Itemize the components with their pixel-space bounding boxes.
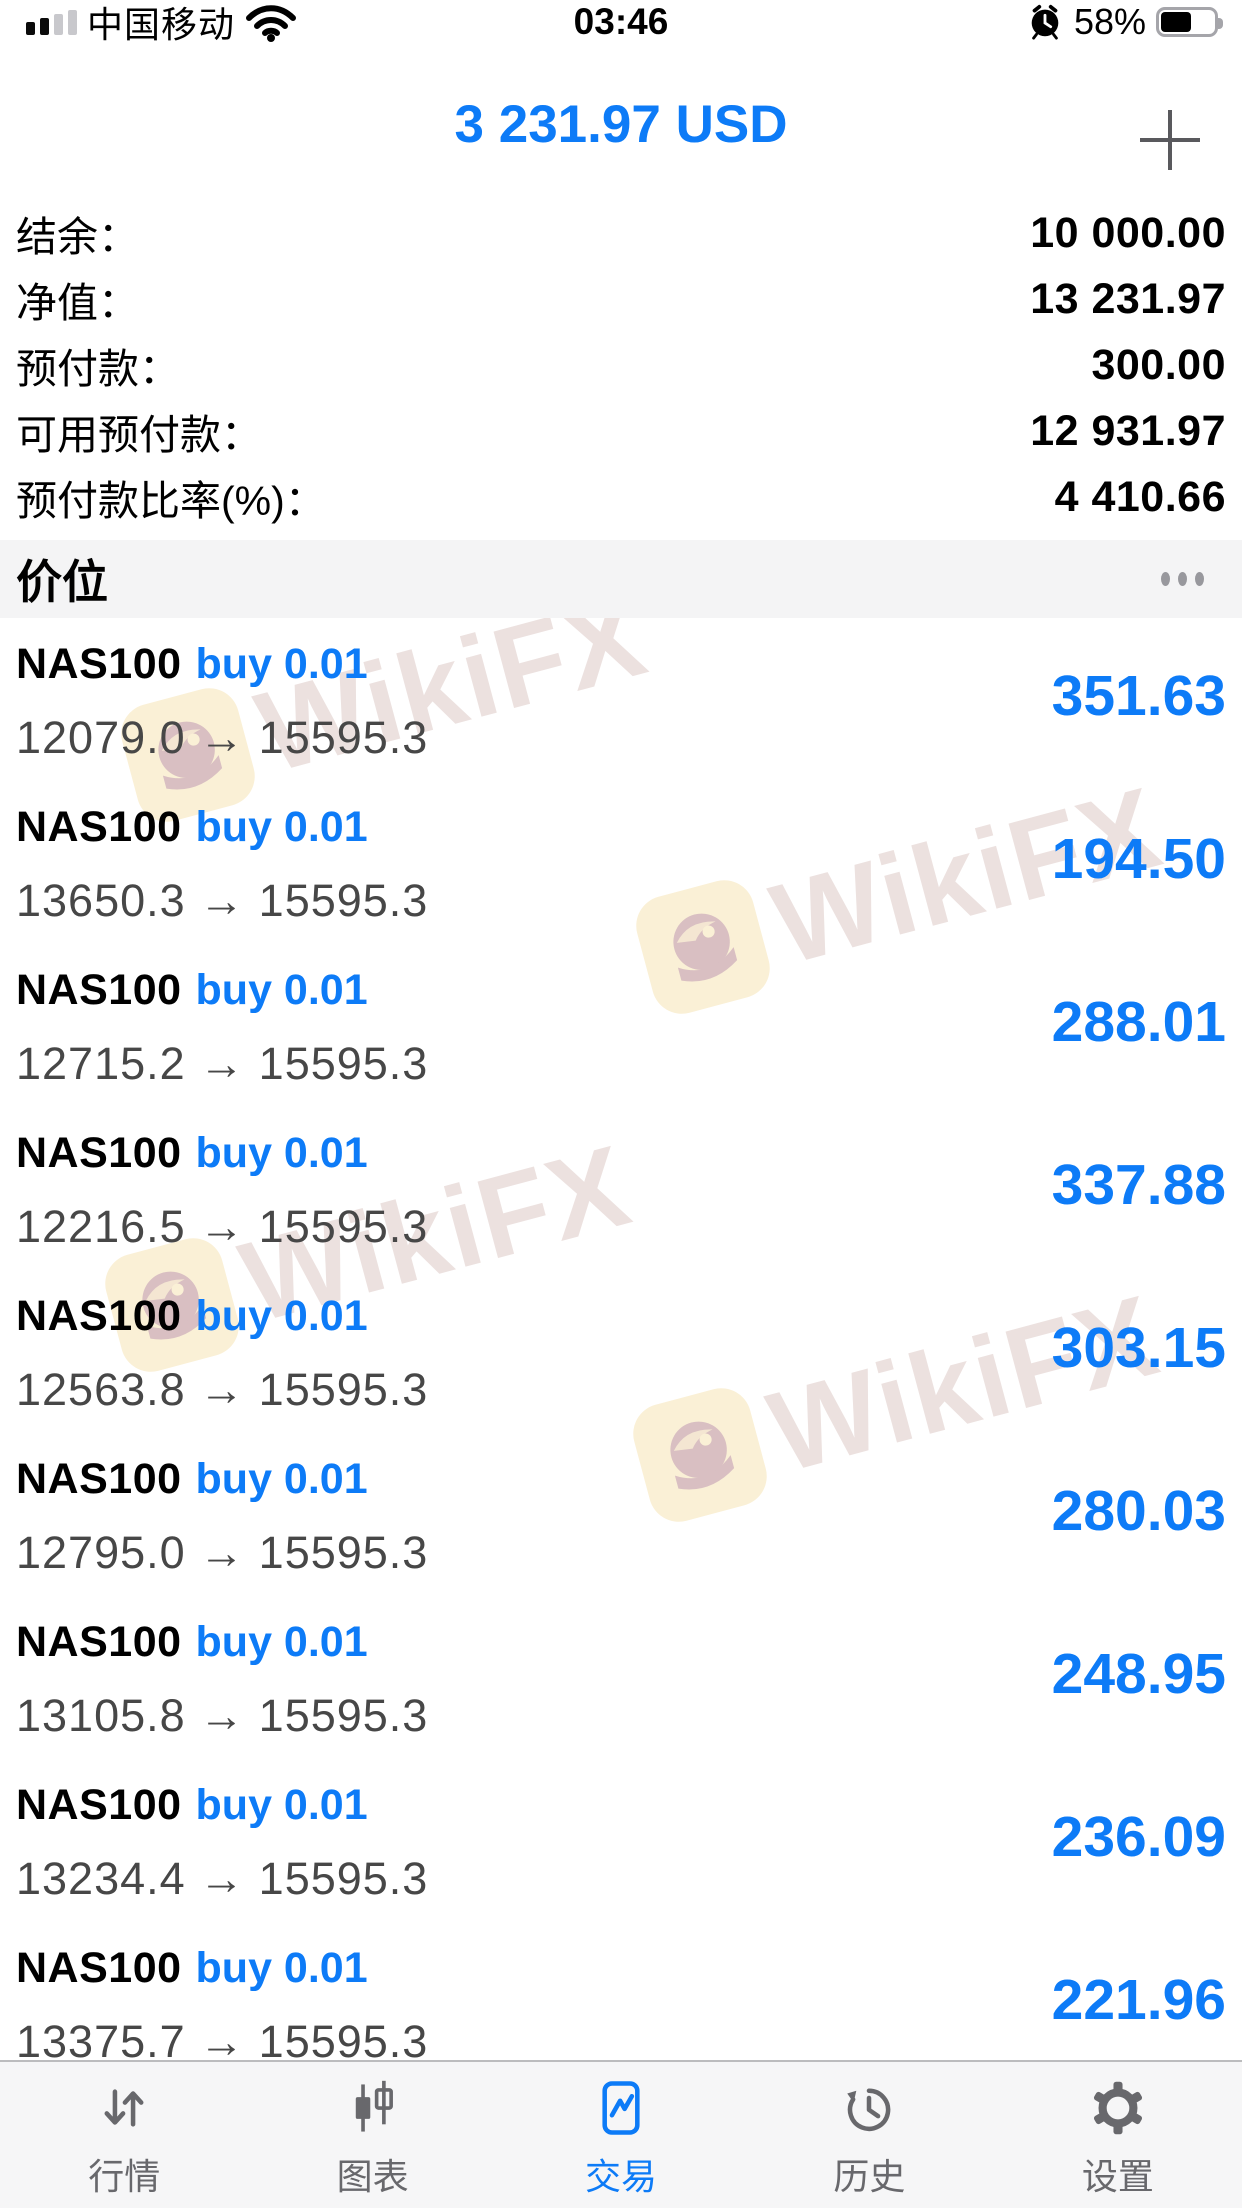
account-summary: 结余： 10 000.00 净值： 13 231.97 预付款： 300.00 … xyxy=(0,200,1242,530)
trade-side-volume: buy 0.01 xyxy=(195,1455,368,1503)
alarm-clock-icon xyxy=(1026,3,1064,41)
trade-profit: 303.15 xyxy=(1051,1315,1226,1380)
account-value: 12 931.97 xyxy=(1030,406,1226,455)
trade-prices: 13105.8 → 15595.3 xyxy=(16,1690,429,1741)
tab-settings[interactable]: 设置 xyxy=(994,2062,1242,2208)
trade-profit: 351.63 xyxy=(1051,663,1226,728)
trade-prices: 13650.3 → 15595.3 xyxy=(16,875,429,926)
tab-bar: 行情 图表 交易 xyxy=(0,2060,1242,2208)
trade-row[interactable]: NAS100 buy 0.01 12079.0 → 15595.3 351.63 xyxy=(0,618,1242,781)
account-row: 结余： 10 000.00 xyxy=(0,200,1242,266)
header: 3 231.97 USD xyxy=(0,44,1242,200)
trade-row[interactable]: NAS100 buy 0.01 13650.3 → 15595.3 194.50 xyxy=(0,781,1242,944)
tab-quotes[interactable]: 行情 xyxy=(0,2062,248,2208)
trade-prices: 13234.4 → 15595.3 xyxy=(16,1853,429,1904)
open-positions-list: NAS100 buy 0.01 12079.0 → 15595.3 351.63… xyxy=(0,618,1242,2085)
carrier-label: 中国移动 xyxy=(87,4,236,45)
account-label: 可用预付款： xyxy=(16,412,262,458)
trade-prices: 13375.7 → 15595.3 xyxy=(16,2016,429,2067)
trade-row[interactable]: NAS100 buy 0.01 13105.8 → 15595.3 248.95 xyxy=(0,1596,1242,1759)
trade-prices: 12795.0 → 15595.3 xyxy=(16,1527,429,1578)
trade-profit: 221.96 xyxy=(1051,1967,1226,2032)
account-value: 300.00 xyxy=(1091,340,1226,389)
trade-symbol: NAS100 xyxy=(16,1292,182,1340)
battery-percent-label: 58% xyxy=(1073,1,1146,42)
status-time: 03:46 xyxy=(573,1,669,42)
account-row: 可用预付款： 12 931.97 xyxy=(0,398,1242,464)
trade-row[interactable]: NAS100 buy 0.01 12715.2 → 15595.3 288.01 xyxy=(0,944,1242,1107)
trade-prices: 12563.8 → 15595.3 xyxy=(16,1364,429,1415)
trade-chart-icon xyxy=(592,2076,650,2140)
trade-profit: 248.95 xyxy=(1051,1641,1226,1706)
trade-profit: 288.01 xyxy=(1051,989,1226,1054)
trade-row[interactable]: NAS100 buy 0.01 13375.7 → 15595.3 221.96 xyxy=(0,1922,1242,2085)
trade-side-volume: buy 0.01 xyxy=(195,1781,368,1829)
status-bar: 中国移动 03:46 58% xyxy=(0,0,1242,45)
account-balance: 3 231.97 USD xyxy=(454,95,788,154)
add-order-button[interactable] xyxy=(1140,110,1200,170)
trade-side-volume: buy 0.01 xyxy=(195,803,368,851)
account-value: 4 410.66 xyxy=(1054,472,1226,521)
trade-symbol: NAS100 xyxy=(16,803,182,851)
tab-trade[interactable]: 交易 xyxy=(497,2062,745,2208)
candlestick-chart-icon xyxy=(344,2076,402,2140)
trade-side-volume: buy 0.01 xyxy=(195,966,368,1014)
trade-profit: 280.03 xyxy=(1051,1478,1226,1543)
positions-section-header: 价位 xyxy=(0,540,1242,618)
trade-profit: 236.09 xyxy=(1051,1804,1226,1869)
tab-history[interactable]: 历史 xyxy=(745,2062,993,2208)
account-label: 预付款比率(%)： xyxy=(16,478,326,524)
trade-row[interactable]: NAS100 buy 0.01 12795.0 → 15595.3 280.03 xyxy=(0,1433,1242,1596)
trade-profit: 194.50 xyxy=(1051,826,1226,891)
trade-side-volume: buy 0.01 xyxy=(195,1618,368,1666)
trade-symbol: NAS100 xyxy=(16,1129,182,1177)
account-row: 预付款比率(%)： 4 410.66 xyxy=(0,464,1242,530)
cellular-signal-icon xyxy=(26,9,77,35)
section-title: 价位 xyxy=(16,556,108,608)
more-options-icon[interactable] xyxy=(1161,572,1226,586)
gear-icon xyxy=(1089,2076,1147,2140)
tab-label: 行情 xyxy=(88,2156,161,2197)
tab-label: 历史 xyxy=(833,2156,906,2197)
trade-side-volume: buy 0.01 xyxy=(195,1129,368,1177)
trade-symbol: NAS100 xyxy=(16,1781,182,1829)
trade-symbol: NAS100 xyxy=(16,640,182,688)
trade-side-volume: buy 0.01 xyxy=(195,640,368,688)
trade-row[interactable]: NAS100 buy 0.01 13234.4 → 15595.3 236.09 xyxy=(0,1759,1242,1922)
trade-symbol: NAS100 xyxy=(16,1455,182,1503)
trade-symbol: NAS100 xyxy=(16,966,182,1014)
history-clock-icon xyxy=(840,2076,898,2140)
trade-symbol: NAS100 xyxy=(16,1944,182,1992)
account-row: 预付款： 300.00 xyxy=(0,332,1242,398)
account-label: 结余： xyxy=(16,214,139,260)
wifi-icon xyxy=(245,2,297,42)
trade-row[interactable]: NAS100 buy 0.01 12216.5 → 15595.3 337.88 xyxy=(0,1107,1242,1270)
tab-label: 交易 xyxy=(585,2156,658,2197)
trade-prices: 12715.2 → 15595.3 xyxy=(16,1038,429,1089)
tab-label: 设置 xyxy=(1081,2156,1154,2197)
trade-profit: 337.88 xyxy=(1051,1152,1226,1217)
trade-symbol: NAS100 xyxy=(16,1618,182,1666)
account-value: 10 000.00 xyxy=(1030,208,1226,257)
trade-prices: 12216.5 → 15595.3 xyxy=(16,1201,429,1252)
trade-side-volume: buy 0.01 xyxy=(195,1944,368,1992)
battery-icon xyxy=(1156,7,1223,37)
trade-row[interactable]: NAS100 buy 0.01 12563.8 → 15595.3 303.15 xyxy=(0,1270,1242,1433)
account-row: 净值： 13 231.97 xyxy=(0,266,1242,332)
tab-charts[interactable]: 图表 xyxy=(248,2062,496,2208)
account-value: 13 231.97 xyxy=(1030,274,1226,323)
trade-prices: 12079.0 → 15595.3 xyxy=(16,712,429,763)
trade-side-volume: buy 0.01 xyxy=(195,1292,368,1340)
tab-label: 图表 xyxy=(336,2156,409,2197)
up-down-arrows-icon xyxy=(95,2076,153,2140)
account-label: 预付款： xyxy=(16,346,180,392)
account-label: 净值： xyxy=(16,280,139,326)
